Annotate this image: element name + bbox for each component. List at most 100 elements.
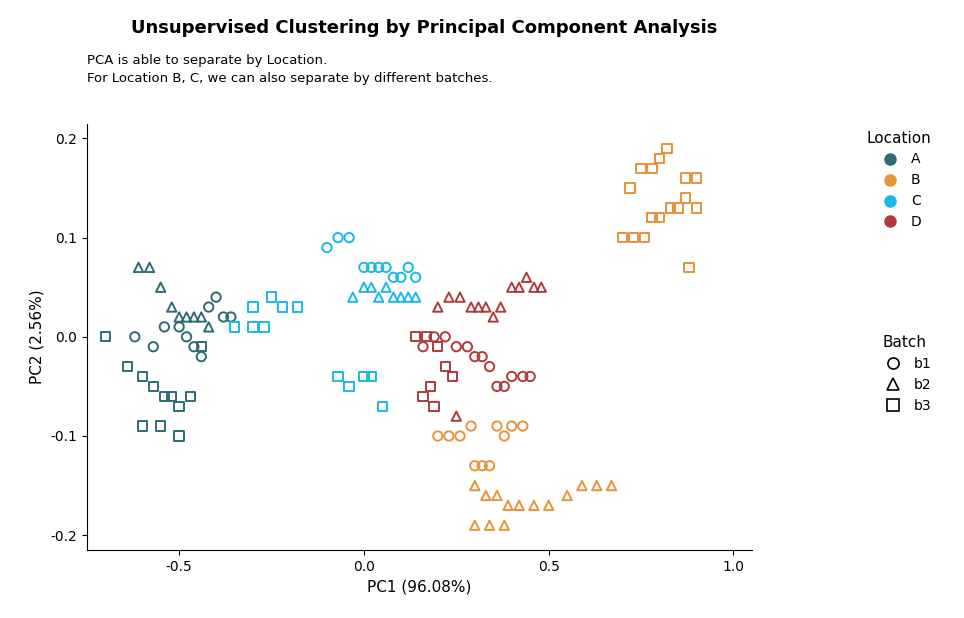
Point bbox=[216, 312, 231, 322]
Point bbox=[371, 263, 387, 273]
Point bbox=[689, 173, 705, 183]
Point bbox=[97, 332, 113, 342]
Point bbox=[245, 322, 260, 332]
Point bbox=[448, 411, 464, 421]
Point bbox=[504, 371, 520, 381]
Point bbox=[682, 263, 697, 273]
Point bbox=[603, 481, 619, 491]
Point bbox=[445, 371, 461, 381]
Point bbox=[559, 491, 575, 501]
Point bbox=[512, 282, 527, 292]
Point bbox=[208, 292, 224, 302]
Point bbox=[482, 520, 497, 530]
Y-axis label: PC2 (2.56%): PC2 (2.56%) bbox=[30, 289, 44, 384]
Point bbox=[371, 292, 387, 302]
Point bbox=[164, 391, 179, 401]
Point bbox=[172, 401, 187, 411]
Point bbox=[515, 421, 530, 431]
Point bbox=[589, 481, 604, 491]
Point bbox=[357, 263, 372, 273]
Point bbox=[426, 332, 442, 342]
Point bbox=[156, 391, 172, 401]
Point bbox=[345, 292, 361, 302]
Point bbox=[496, 520, 512, 530]
Point bbox=[470, 302, 486, 312]
Point bbox=[172, 322, 187, 332]
Point bbox=[626, 233, 641, 243]
Point bbox=[615, 233, 630, 243]
Point bbox=[156, 322, 172, 332]
Point bbox=[386, 273, 401, 282]
Point bbox=[637, 233, 653, 243]
Point bbox=[689, 203, 705, 213]
Point bbox=[341, 381, 357, 391]
Point bbox=[120, 362, 135, 371]
Point bbox=[194, 312, 209, 322]
Point bbox=[474, 352, 490, 362]
Point bbox=[227, 322, 242, 332]
Point bbox=[464, 421, 479, 431]
Point bbox=[182, 391, 198, 401]
Point bbox=[223, 312, 239, 322]
Point bbox=[256, 322, 272, 332]
Point bbox=[633, 163, 649, 173]
Point bbox=[386, 292, 401, 302]
Point bbox=[363, 371, 379, 381]
Point bbox=[482, 362, 497, 371]
Point bbox=[623, 183, 638, 193]
Point bbox=[375, 401, 390, 411]
Point bbox=[319, 243, 335, 253]
Point bbox=[393, 273, 409, 282]
Point bbox=[652, 153, 667, 163]
Point bbox=[408, 273, 423, 282]
Point bbox=[490, 421, 505, 431]
Point bbox=[504, 282, 520, 292]
X-axis label: PC1 (96.08%): PC1 (96.08%) bbox=[367, 579, 471, 595]
Point bbox=[645, 163, 660, 173]
Point bbox=[142, 263, 157, 273]
Point bbox=[186, 312, 201, 322]
Point bbox=[464, 302, 479, 312]
Point bbox=[194, 342, 209, 352]
Point bbox=[131, 263, 147, 273]
Point bbox=[264, 292, 280, 302]
Point bbox=[127, 332, 143, 342]
Point bbox=[468, 481, 483, 491]
Point bbox=[438, 332, 453, 342]
Point bbox=[379, 282, 394, 292]
Point bbox=[519, 273, 534, 282]
Point bbox=[663, 203, 679, 213]
Point bbox=[172, 312, 187, 322]
Point bbox=[522, 371, 538, 381]
Point bbox=[500, 501, 516, 510]
Legend: b1, b2, b3: b1, b2, b3 bbox=[879, 335, 931, 413]
Point bbox=[468, 520, 483, 530]
Point bbox=[393, 292, 409, 302]
Point bbox=[442, 292, 457, 302]
Point bbox=[341, 233, 357, 243]
Point bbox=[172, 431, 187, 441]
Point bbox=[526, 282, 542, 292]
Point bbox=[526, 501, 542, 510]
Point bbox=[423, 381, 439, 391]
Point bbox=[289, 302, 305, 312]
Point bbox=[426, 401, 442, 411]
Point bbox=[194, 352, 209, 362]
Point bbox=[452, 292, 468, 302]
Point bbox=[415, 391, 431, 401]
Point bbox=[534, 282, 549, 292]
Point bbox=[659, 143, 675, 153]
Point bbox=[430, 431, 445, 441]
Point bbox=[408, 292, 423, 302]
Point bbox=[363, 282, 379, 292]
Point bbox=[186, 342, 201, 352]
Point bbox=[515, 371, 530, 381]
Point bbox=[430, 342, 445, 352]
Point bbox=[164, 302, 179, 312]
Point bbox=[468, 461, 483, 471]
Point bbox=[652, 213, 667, 222]
Text: PCA is able to separate by Location.
For Location B, C, we can also separate by : PCA is able to separate by Location. For… bbox=[87, 54, 493, 85]
Point bbox=[474, 461, 490, 471]
Point bbox=[482, 461, 497, 471]
Point bbox=[357, 282, 372, 292]
